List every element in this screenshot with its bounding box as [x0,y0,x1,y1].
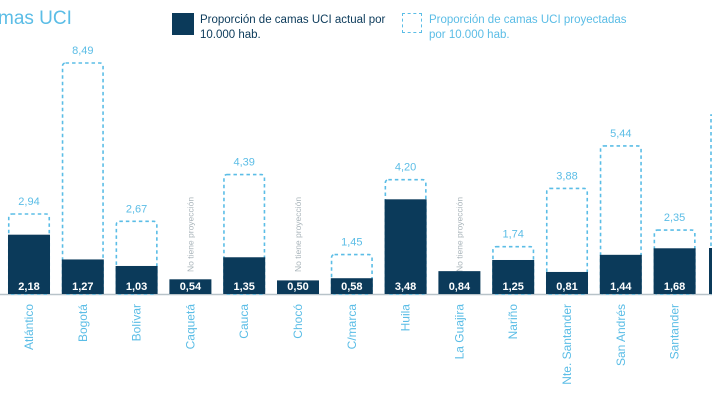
actual-value-label: 0,54 [180,281,202,293]
projected-value-label: 8,49 [72,45,93,57]
no-projection-note: No tiene proyección [293,197,303,272]
actual-value-label: 1,03 [126,281,147,293]
actual-bar-partial [709,248,712,294]
category-label: San Andrés [614,304,628,366]
actual-value-label: 1,68 [664,281,685,293]
projected-value-label: 4,20 [395,162,416,174]
legend-swatch-actual [172,13,194,35]
no-projection-note: No tiene proyección [185,197,195,272]
category-label: Nariño [506,304,520,340]
actual-bar-nariño [492,259,535,294]
projected-value-label: 5,44 [610,128,631,140]
projected-value-label: 1,45 [341,237,362,249]
projected-bar-bolívar [115,220,158,295]
actual-bar-santander [653,248,696,294]
category-label: La Guajira [452,304,466,360]
actual-bar-san-andrés [599,254,642,294]
actual-bar-nte-santander [546,271,588,294]
actual-bar-caquetá [169,279,212,294]
actual-bar-c-marca [330,278,373,294]
actual-value-label: 1,44 [610,281,632,293]
category-label: Cauca [237,304,251,339]
actual-bar-bogotá [61,259,104,294]
actual-value-label: 3,48 [395,281,416,293]
actual-value-label: 0,58 [341,281,362,293]
actual-value-label: 0,84 [449,281,471,293]
actual-bar-cauca [223,257,266,294]
category-label: Caquetá [183,304,197,350]
category-label: Nte. Santander [560,304,574,385]
category-label: Santander [668,304,682,359]
actual-bar-la-guajira [438,271,481,294]
projected-value-label: 3,88 [556,170,577,182]
category-label: C/marca [345,304,359,350]
category-label: Huila [399,304,413,332]
actual-value-label: 0,50 [287,281,308,293]
projected-value-label: 4,39 [233,157,254,169]
legend-swatch-projected [402,13,422,33]
actual-value-label: 2,18 [18,281,39,293]
actual-value-label: 0,81 [556,281,577,293]
legend-label-projected: Proporción de camas UCI proyectadas por … [429,14,627,41]
actual-bar-huila [384,199,427,294]
actual-value-label: 1,35 [233,281,254,293]
actual-value-label: 1,27 [72,281,93,293]
projected-value-label: 2,94 [18,196,39,208]
chart-title: mas UCI [0,8,72,29]
category-label: Chocó [291,304,305,339]
category-label: Bolívar [130,304,144,341]
actual-value-label: 1,25 [502,281,523,293]
projected-bar-bogotá [61,62,104,295]
projected-value-label: 2,35 [664,212,685,224]
category-label: Bogotá [76,304,90,342]
category-label: Atlántico [22,304,36,350]
actual-bar-chocó [277,280,319,294]
projected-value-label: 1,74 [502,229,523,241]
legend-label-actual: Proporción de camas UCI actual por 10.00… [200,14,386,41]
actual-bar-bolívar [115,265,158,294]
actual-bar-atlántico [8,234,50,294]
projected-bar-partial [710,114,712,295]
projected-value-label: 2,67 [126,203,147,215]
no-projection-note: No tiene proyección [454,197,464,272]
